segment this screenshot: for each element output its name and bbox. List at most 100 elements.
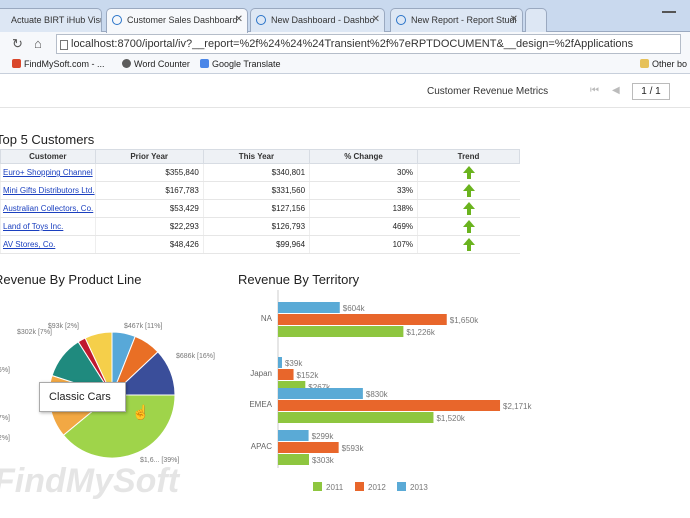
- change-value: 33%: [309, 181, 418, 200]
- bar-value-label: $303k: [312, 456, 335, 465]
- bookmark-label: Other bo: [652, 59, 688, 69]
- bar[interactable]: [278, 388, 363, 399]
- browser-tab-4[interactable]: New Report - Report Studi ✕: [390, 8, 523, 32]
- browser-tab-2[interactable]: Customer Sales Dashboard ✕: [106, 8, 248, 33]
- trend-up-icon: [462, 166, 475, 179]
- pie-slice[interactable]: [62, 394, 176, 459]
- page-icon: [396, 15, 406, 25]
- bar[interactable]: [278, 430, 309, 441]
- table-row: Mini Gifts Distributors Ltd. $167,783 $3…: [0, 181, 520, 200]
- close-icon[interactable]: ✕: [234, 14, 243, 25]
- top5-title: Top 5 Customers: [0, 132, 95, 147]
- legend-swatch: [397, 482, 406, 491]
- trend-up-icon: [462, 220, 475, 233]
- customer-link[interactable]: Australian Collectors, Co.: [0, 199, 96, 218]
- bar[interactable]: [278, 412, 434, 423]
- prior-year-value: $53,429: [94, 199, 204, 218]
- pie-slice-label: $93k [2%]: [48, 323, 79, 330]
- tab-label: New Dashboard - Dashbo: [271, 15, 375, 25]
- bar[interactable]: [278, 302, 340, 313]
- col-customer: Customer: [0, 149, 96, 164]
- browser-tab-3[interactable]: New Dashboard - Dashbo ✕: [250, 8, 385, 32]
- browser-tab-1[interactable]: Actuate BIRT iHub Visualization Pl: [0, 8, 102, 32]
- close-icon[interactable]: ✕: [371, 14, 380, 25]
- word-counter-icon: [122, 59, 131, 68]
- bookmark-label: FindMySoft.com - ...: [24, 59, 105, 69]
- page-icon: [112, 15, 122, 25]
- bookmark-other[interactable]: Other bo: [640, 59, 687, 69]
- home-icon[interactable]: ⌂: [34, 36, 42, 51]
- customer-link[interactable]: Land of Toys Inc.: [0, 217, 96, 236]
- pie-slice-label: $1,6... [39%]: [140, 457, 179, 464]
- product-line-title: Revenue By Product Line: [0, 272, 142, 287]
- pie-slice-label: $...k [12%]: [0, 435, 10, 442]
- bar[interactable]: [278, 326, 404, 337]
- bar-value-label: $2,171k: [503, 402, 532, 411]
- table-row: Australian Collectors, Co. $53,429 $127,…: [0, 199, 520, 218]
- pie-slice-label: $467k [11%]: [124, 323, 162, 330]
- this-year-value: $340,801: [202, 163, 310, 182]
- top5-table: Customer Prior Year This Year % Change T…: [0, 149, 520, 254]
- trend-up-icon: [462, 184, 475, 197]
- minimize-icon[interactable]: [662, 3, 676, 13]
- bar[interactable]: [278, 314, 447, 325]
- bookmark-findmysoft[interactable]: FindMySoft.com - ...: [12, 59, 105, 69]
- territory-bar-chart: NA $604k $1,650k $1,226k Japan $39k $152k $267k…: [249, 290, 533, 492]
- new-tab-button[interactable]: [525, 8, 547, 32]
- bookmarks-bar: FindMySoft.com - ... Word Counter Google…: [0, 56, 690, 74]
- bar[interactable]: [278, 442, 339, 453]
- legend-label: 2012: [368, 483, 386, 492]
- close-icon[interactable]: ✕: [509, 14, 518, 25]
- first-page-icon[interactable]: ⏮: [590, 85, 599, 96]
- this-year-value: $99,964: [202, 235, 310, 254]
- category-label: APAC: [251, 442, 272, 451]
- prior-year-value: $48,426: [94, 235, 204, 254]
- customer-link[interactable]: AV Stores, Co.: [0, 235, 96, 254]
- report-title: Customer Revenue Metrics: [427, 86, 549, 97]
- legend-label: 2013: [410, 483, 428, 492]
- change-value: 107%: [309, 235, 418, 254]
- category-label: EMEA: [249, 400, 272, 409]
- pie-slice[interactable]: [110, 351, 176, 396]
- bar-value-label: $1,226k: [406, 328, 435, 337]
- prev-page-icon[interactable]: ◀: [612, 85, 620, 96]
- col-trend: Trend: [417, 149, 520, 164]
- bar[interactable]: [278, 454, 309, 465]
- trend-up-icon: [462, 202, 475, 215]
- bar-value-label: $152k: [297, 371, 320, 380]
- legend-swatch: [313, 482, 322, 491]
- category-label: Japan: [250, 369, 272, 378]
- bookmark-google-translate[interactable]: Google Translate: [200, 59, 281, 69]
- pie-tooltip: Classic Cars: [39, 382, 126, 412]
- reload-icon[interactable]: ↻: [12, 36, 23, 51]
- category-label: NA: [261, 314, 273, 323]
- pie-slice-label: $302k [7%]: [17, 329, 52, 336]
- bar-value-label: $299k: [312, 432, 335, 441]
- this-year-value: $127,156: [202, 199, 310, 218]
- change-value: 138%: [309, 199, 418, 218]
- table-header-row: Customer Prior Year This Year % Change T…: [0, 149, 520, 164]
- table-row: Land of Toys Inc. $22,293 $126,793 469%: [0, 217, 520, 236]
- folder-icon: [640, 59, 649, 68]
- watermark: FindMySoft: [0, 462, 180, 500]
- this-year-value: $126,793: [202, 217, 310, 236]
- change-value: 30%: [309, 163, 418, 182]
- bar[interactable]: [278, 369, 294, 380]
- page-indicator[interactable]: 1 / 1: [632, 83, 670, 100]
- prior-year-value: $167,783: [94, 181, 204, 200]
- product-line-pie-chart: $1,6... [39%] $686k [16%] $467k [11%] $93k …: [0, 323, 215, 464]
- address-bar[interactable]: localhost:8700/iportal/iv?__report=%2f%2…: [56, 34, 681, 54]
- bar[interactable]: [278, 400, 501, 411]
- url-text: localhost:8700/iportal/iv?__report=%2f%2…: [71, 38, 634, 50]
- bar-value-label: $604k: [343, 304, 366, 313]
- tab-label: Customer Sales Dashboard: [127, 15, 238, 25]
- bar-value-label: $830k: [366, 390, 389, 399]
- browser-nav-bar: ↻ ⌂ localhost:8700/iportal/iv?__report=%…: [0, 32, 690, 56]
- customer-link[interactable]: Mini Gifts Distributors Ltd.: [0, 181, 96, 200]
- bar[interactable]: [278, 381, 306, 392]
- browser-tab-bar: Actuate BIRT iHub Visualization Pl Custo…: [0, 0, 690, 33]
- bar[interactable]: [278, 357, 282, 368]
- bookmark-word-counter[interactable]: Word Counter: [122, 59, 190, 69]
- prior-year-value: $355,840: [94, 163, 204, 182]
- customer-link[interactable]: Euro+ Shopping Channel: [0, 163, 96, 182]
